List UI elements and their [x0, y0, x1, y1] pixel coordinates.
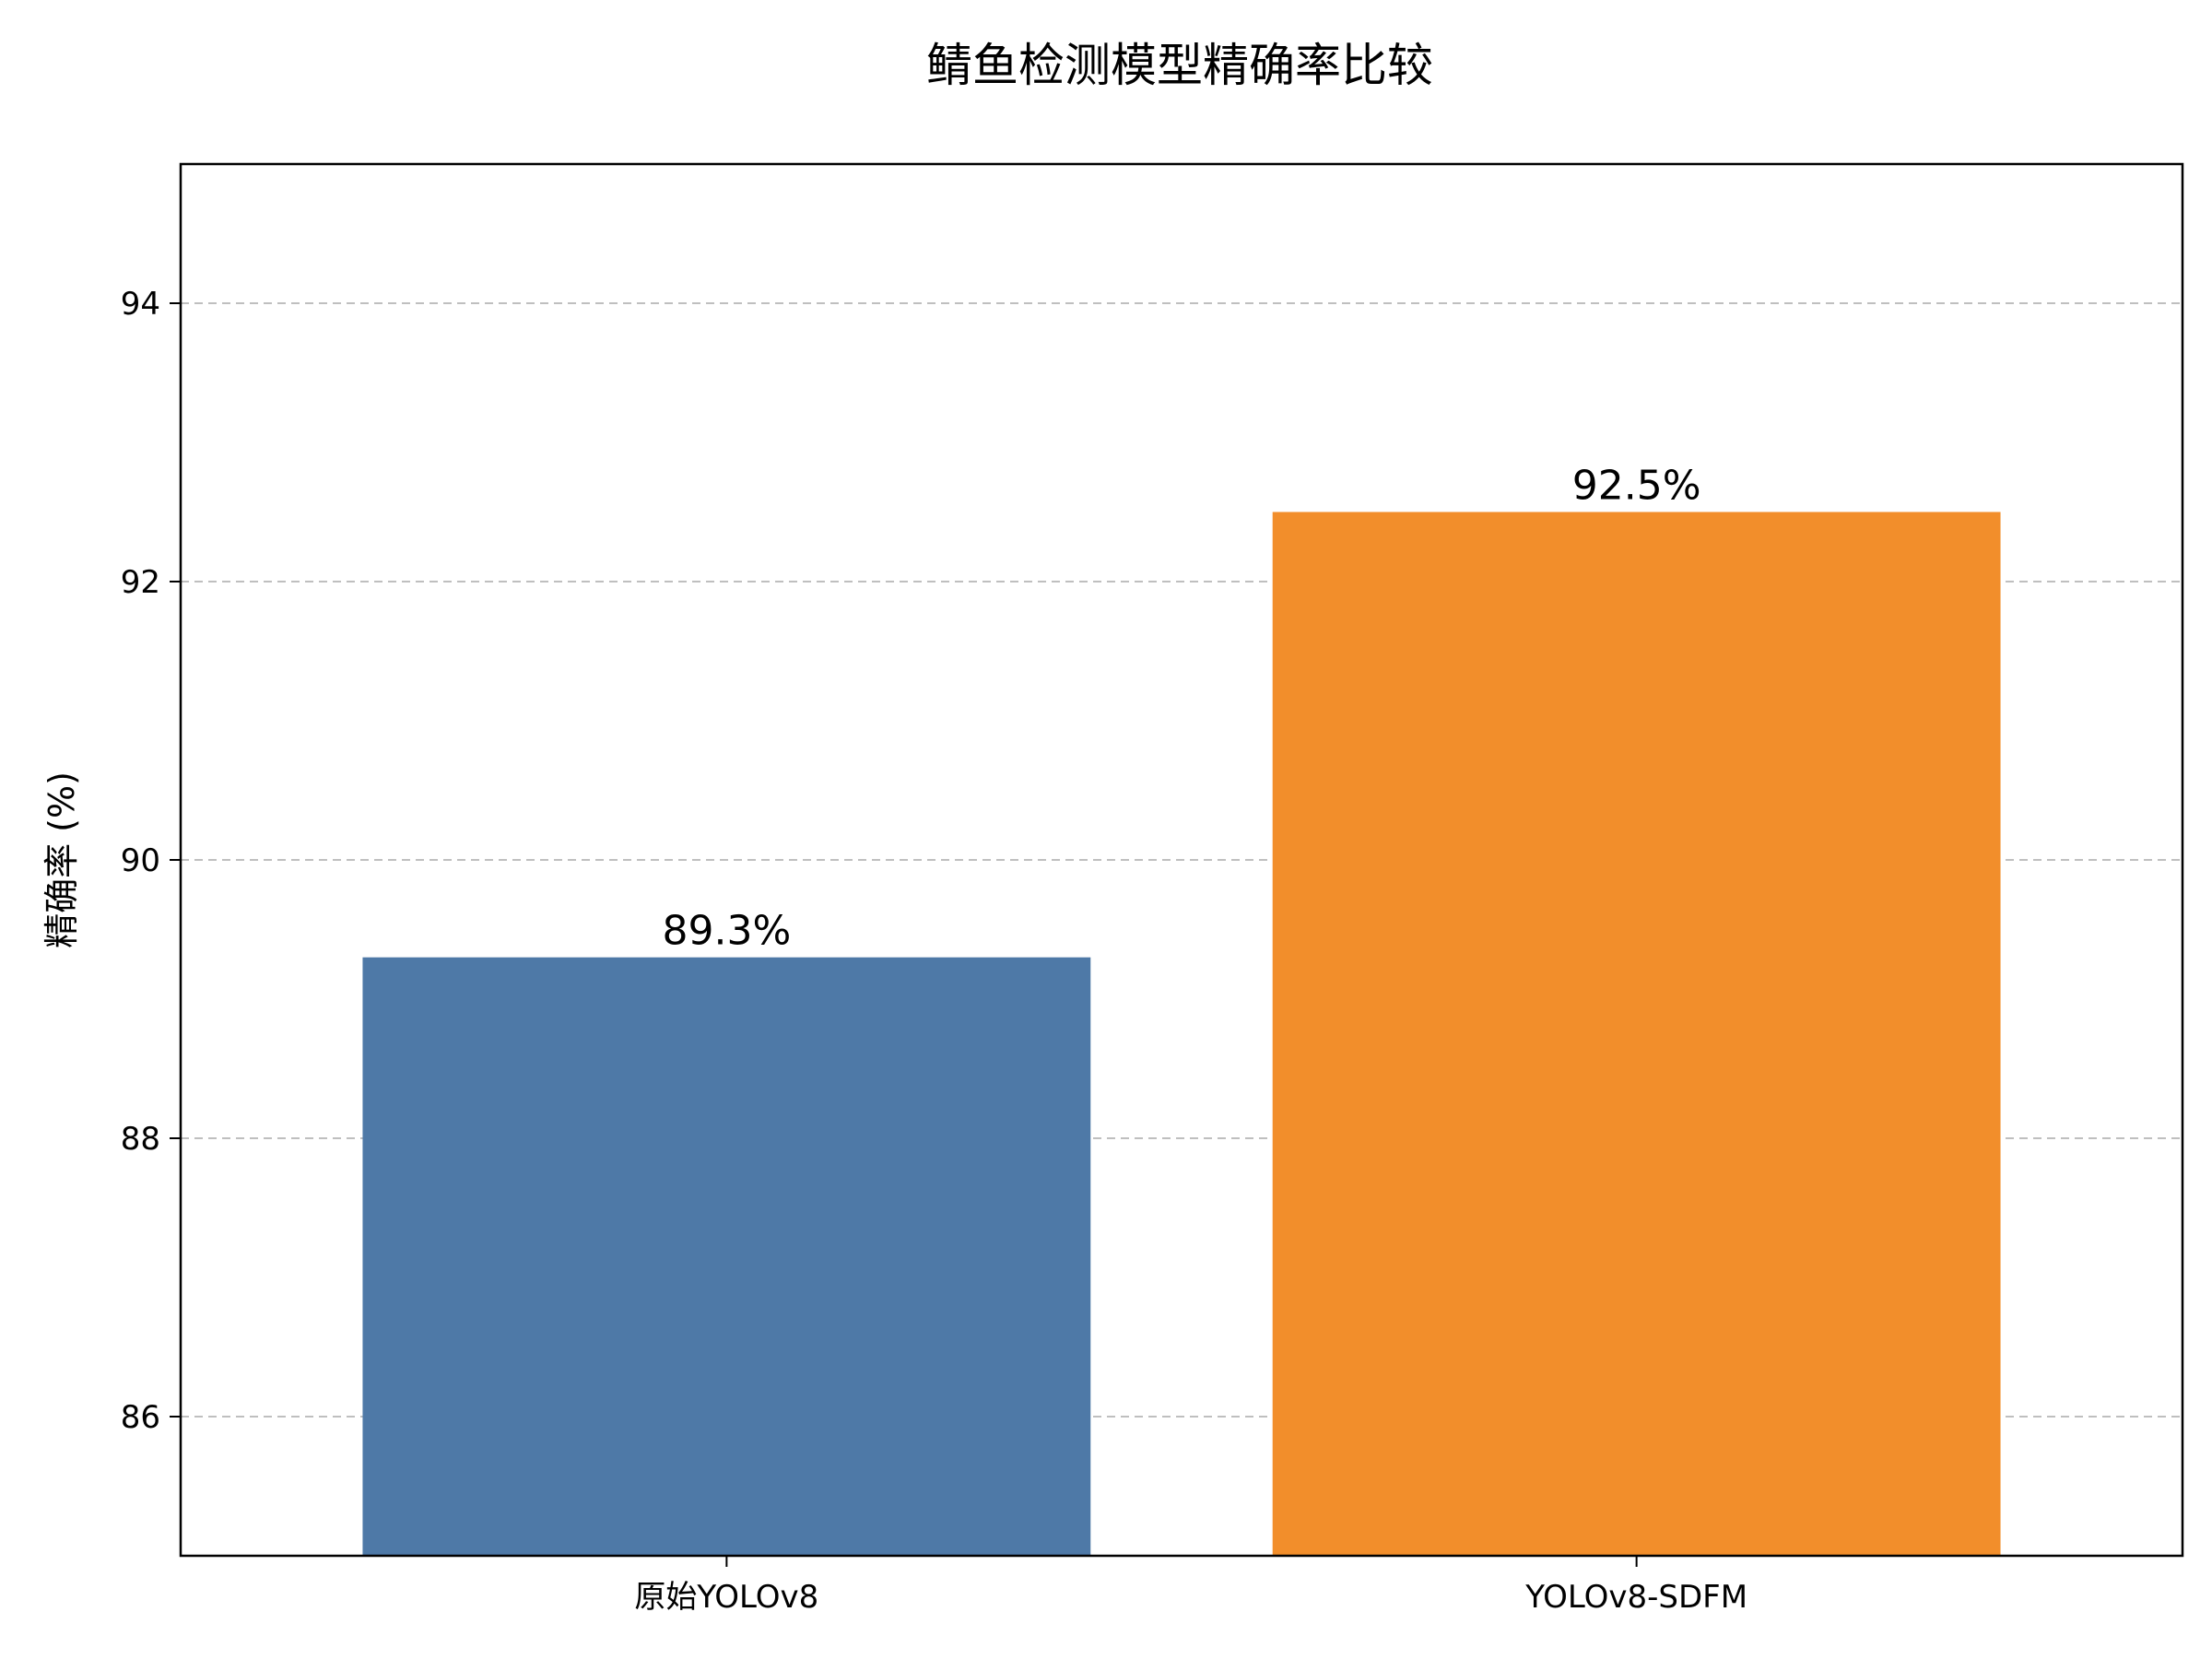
- chart-title: 鲭鱼检测模型精确率比较: [926, 39, 1433, 92]
- bar: [1272, 512, 2001, 1556]
- y-axis-label: 精确率 (%): [41, 771, 82, 948]
- x-tick-label: 原始YOLOv8: [634, 1579, 818, 1616]
- y-tick-label: 88: [121, 1121, 160, 1158]
- y-axis-ticks: 86 88 90 92 94: [121, 286, 181, 1436]
- bar: [362, 957, 1091, 1556]
- bars: [362, 512, 2001, 1556]
- x-axis-ticks: 原始YOLOv8 YOLOv8-SDFM: [634, 1556, 1747, 1616]
- y-tick-label: 94: [121, 286, 160, 323]
- bar-value-label: 89.3%: [662, 908, 791, 955]
- bar-value-label: 92.5%: [1572, 463, 1701, 510]
- data-labels: 89.3% 92.5%: [662, 463, 1700, 955]
- y-tick-label: 92: [121, 564, 160, 601]
- y-tick-label: 90: [121, 842, 160, 879]
- x-tick-label: YOLOv8-SDFM: [1524, 1579, 1747, 1616]
- y-tick-label: 86: [121, 1399, 160, 1436]
